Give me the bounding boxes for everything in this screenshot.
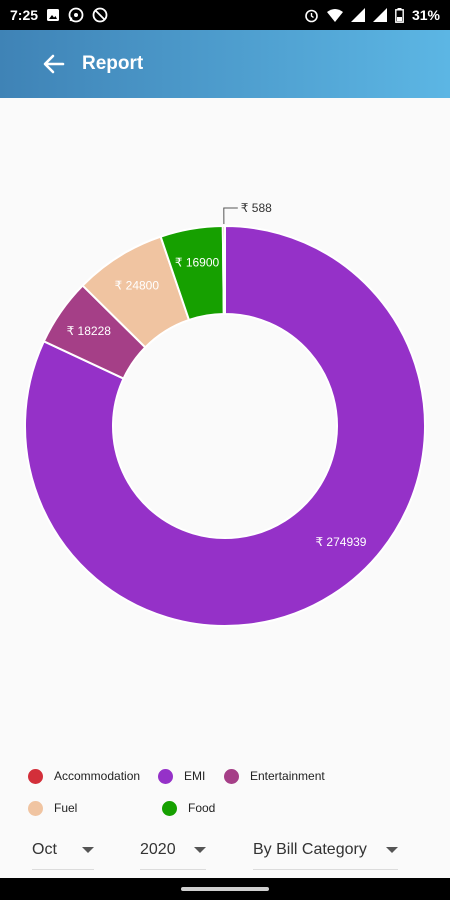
legend-item-food: Food [162,800,216,816]
wifi-icon [326,8,343,22]
page-title: Report [82,53,144,74]
legend-dot [224,768,239,784]
slice-accommodation[interactable] [221,224,226,316]
system-nav-bar [0,878,450,900]
leader-line-accommodation [223,207,238,225]
legend-label: Accommodation [54,769,141,783]
arrow-left-icon [43,54,65,74]
year-value: 2020 [140,840,176,858]
legend-item-entertainment: Entertainment [224,768,325,784]
legend-item-fuel: Fuel [28,800,162,816]
legend-row: Fuel Food [28,792,438,824]
slice-emi[interactable] [24,224,426,627]
month-dropdown[interactable]: Oct [32,830,94,870]
legend-item-emi: EMI [158,768,224,784]
legend-row: Accommodation EMI Entertainment [28,760,438,792]
signal-icon [350,8,365,22]
legend-label: Food [188,801,216,815]
home-indicator[interactable] [181,887,269,891]
slice-label-emi: ₹ 274939 [315,535,366,549]
legend-dot [162,800,177,816]
chevron-down-icon [386,846,398,853]
back-button[interactable] [40,50,68,78]
year-dropdown[interactable]: 2020 [140,830,206,870]
category-value: By Bill Category [253,840,367,858]
signal-icon-secondary [372,8,387,22]
legend-label: EMI [184,769,206,783]
category-dropdown[interactable]: By Bill Category [253,830,398,870]
chevron-down-icon [82,846,94,853]
legend-dot [28,800,43,816]
slice-label-fuel: ₹ 24800 [115,278,160,292]
status-time: 7:25 [10,7,39,23]
donut-chart: ₹ 274939 ₹ 18228 ₹ 24800 ₹ 16900 ₹ 588 [24,201,426,627]
slice-label-entertainment: ₹ 18228 [67,324,112,338]
slice-label-food: ₹ 16900 [175,255,220,269]
image-icon [46,8,60,22]
blocked-icon [92,7,108,23]
legend-dot [28,768,43,784]
chart-legend: Accommodation EMI Entertainment Fuel Foo… [28,760,438,824]
app-bar: Report [0,30,450,98]
chevron-down-icon [194,846,206,853]
whatsapp-icon [68,7,84,23]
slice-label-accommodation: ₹ 588 [241,201,272,215]
legend-label: Entertainment [250,769,325,783]
status-left: 7:25 [10,7,108,23]
battery-icon [395,7,404,23]
alarm-icon [304,8,319,23]
status-bar: 7:25 31% [0,0,450,30]
status-right: 31% [304,7,440,23]
legend-dot [158,768,173,784]
legend-label: Fuel [54,801,78,815]
report-chart: ₹ 274939 ₹ 18228 ₹ 24800 ₹ 16900 ₹ 588 [0,98,450,738]
battery-percent: 31% [411,7,440,23]
filter-bar: Oct 2020 By Bill Category [0,830,450,872]
legend-item-accommodation: Accommodation [28,768,158,784]
month-value: Oct [32,840,57,858]
